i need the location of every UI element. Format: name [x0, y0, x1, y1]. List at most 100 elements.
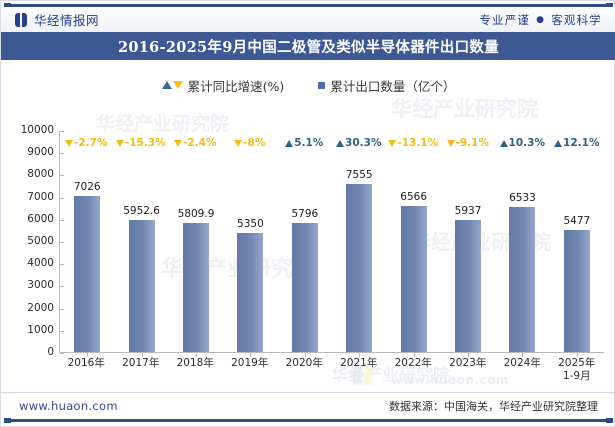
x-axis-label-line1: 2019年	[231, 357, 269, 369]
bar[interactable]	[291, 223, 318, 352]
bar-slot: 5796	[278, 131, 332, 357]
x-axis-label: 2025年 1-9月	[550, 357, 605, 387]
bar-value-label: 5477	[563, 215, 591, 228]
brand-name: 华经情报网	[34, 13, 100, 28]
legend-label-growth: 累计同比增速(%)	[187, 78, 285, 94]
bar[interactable]	[183, 223, 210, 352]
watermark-site: www.huaon.com	[391, 373, 509, 387]
x-axis-label: 2022年	[386, 357, 441, 387]
bar-slot: 5477	[550, 131, 604, 357]
bar-value-label: 5809.9	[177, 208, 215, 221]
bar-value-label: 7555	[345, 169, 373, 182]
y-axis-tick-label: 0	[47, 346, 54, 358]
footer-source-note: 数据来源：中国海关，华经产业研究院整理	[389, 399, 598, 413]
chart-title-bar: 2016-2025年9月中国二极管及类似半导体器件出口数量	[1, 32, 615, 60]
bar-slot: 5952.6	[114, 131, 168, 357]
bar[interactable]	[74, 196, 101, 352]
huaon-logo-icon	[15, 12, 27, 27]
y-axis-tick-label: 5000	[27, 235, 54, 247]
growth-rate-item: 5.1%	[277, 135, 332, 151]
x-axis-label-line1: 2025年	[558, 357, 596, 369]
y-axis-tick-label: 9000	[27, 146, 54, 159]
site-header: 华经情报网 专业严谨 ● 客观科学	[1, 7, 615, 32]
legend-item-growth[interactable]: 累计同比增速(%)	[161, 76, 285, 95]
triangle-up-icon	[499, 139, 508, 147]
bar-value-label: 5937	[454, 205, 482, 218]
y-axis-tick-label: 10000	[20, 124, 54, 136]
x-axis-label: 2016年	[59, 357, 114, 387]
bottom-accent-rule	[4, 418, 613, 423]
x-axis-tick	[413, 353, 415, 357]
bar-slot: 5350	[223, 131, 277, 357]
x-axis-label: 2018年	[168, 357, 223, 387]
bar-slot: 6566	[386, 131, 440, 357]
bar-series: 7026 5952.6 5809.9 5350 5796 7555 6566 5937 6533…	[60, 131, 604, 357]
bar-slot: 7026	[60, 131, 114, 357]
x-axis-label: 2023年	[441, 357, 496, 387]
triangle-up-icon	[336, 139, 345, 147]
watermark-logo-icon	[353, 363, 379, 385]
growth-rate-item: 30.3%	[332, 135, 387, 151]
bar-slot: 5937	[441, 131, 495, 357]
x-axis-label-line1: 2017年	[122, 357, 160, 369]
bar[interactable]	[509, 206, 536, 352]
growth-rate-item: 10.3%	[495, 135, 550, 151]
bar[interactable]	[128, 219, 155, 352]
square-marker-icon	[318, 81, 326, 89]
triangle-down-icon	[388, 139, 397, 147]
y-axis-tick-label: 2000	[27, 301, 54, 314]
x-axis-label-line1: 2022年	[394, 357, 432, 369]
x-axis-tick	[522, 353, 524, 357]
growth-rate-label: -13.1%	[397, 137, 439, 149]
brand: 华经情报网	[15, 10, 99, 29]
x-axis-label-line1: 2016年	[67, 357, 105, 369]
growth-rate-label: 30.3%	[345, 137, 382, 149]
bar[interactable]	[455, 220, 482, 352]
x-axis-label-line1: 2023年	[449, 357, 487, 369]
growth-rate-label: 5.1%	[294, 137, 324, 149]
plot-area: 10000 9000 8000 7000 6000 5000 4000 3000 2000 100…	[21, 124, 604, 358]
bar[interactable]	[563, 230, 590, 352]
growth-rate-label: -15.3%	[124, 137, 166, 149]
y-axis-tick-label: 8000	[27, 168, 54, 181]
x-axis-label: 2024年	[495, 357, 550, 387]
x-axis-label: 2020年	[277, 357, 332, 387]
triangle-up-icon	[554, 139, 563, 147]
chart-legend: 累计同比增速(%) 累计出口数量（亿个）	[1, 75, 615, 95]
growth-rate-label: -2.4%	[183, 137, 217, 149]
x-axis-tick	[576, 353, 578, 357]
x-axis-label-line1: 2021年	[340, 357, 378, 369]
growth-rate-label: -9.1%	[455, 137, 489, 149]
footer-site-link[interactable]: www.huaon.com	[19, 398, 118, 413]
x-axis-tick	[250, 353, 252, 357]
bar[interactable]	[237, 233, 264, 352]
bar[interactable]	[400, 206, 427, 352]
x-axis-label-line2: 1-9月	[562, 370, 591, 382]
slogan-right: 客观科学	[551, 12, 602, 27]
x-axis-label-line1: 2020年	[285, 357, 323, 369]
legend-item-volume[interactable]: 累计出口数量（亿个）	[318, 76, 455, 95]
bar-value-label: 5952.6	[123, 204, 160, 217]
page-footer: www.huaon.com 数据来源：中国海关，华经产业研究院整理	[1, 392, 615, 418]
triangle-down-icon	[446, 139, 455, 147]
slogan-dot-icon: ●	[536, 14, 546, 25]
x-axis-tick	[141, 353, 143, 357]
y-axis-tick-label: 4000	[27, 257, 54, 270]
growth-rate-item: -8%	[223, 135, 278, 151]
bar-value-label: 6533	[509, 191, 536, 204]
legend-label-volume: 累计出口数量（亿个）	[330, 78, 456, 94]
triangle-down-icon	[65, 139, 73, 147]
growth-rate-item: -13.1%	[386, 135, 441, 151]
x-axis-labels: 2016年 2017年 2018年 2019年 2020年 2021年 2022年 2023年…	[59, 357, 604, 387]
bar[interactable]	[346, 184, 373, 352]
top-accent-rule	[4, 3, 613, 8]
growth-rate-item: -9.1%	[441, 135, 496, 151]
x-axis-tick	[196, 353, 198, 357]
y-axis-tick-label: 7000	[27, 190, 54, 203]
triangle-down-icon	[115, 139, 124, 147]
x-axis-label: 2019年	[223, 357, 278, 387]
x-axis-tick	[468, 353, 470, 357]
bar-value-label: 5350	[237, 218, 264, 231]
x-axis-tick	[304, 353, 306, 357]
chart-area: -2.7% -15.3% -2.4% -8% 5.1% 30.3% -13.1% -9.1% 1…	[1, 97, 615, 387]
